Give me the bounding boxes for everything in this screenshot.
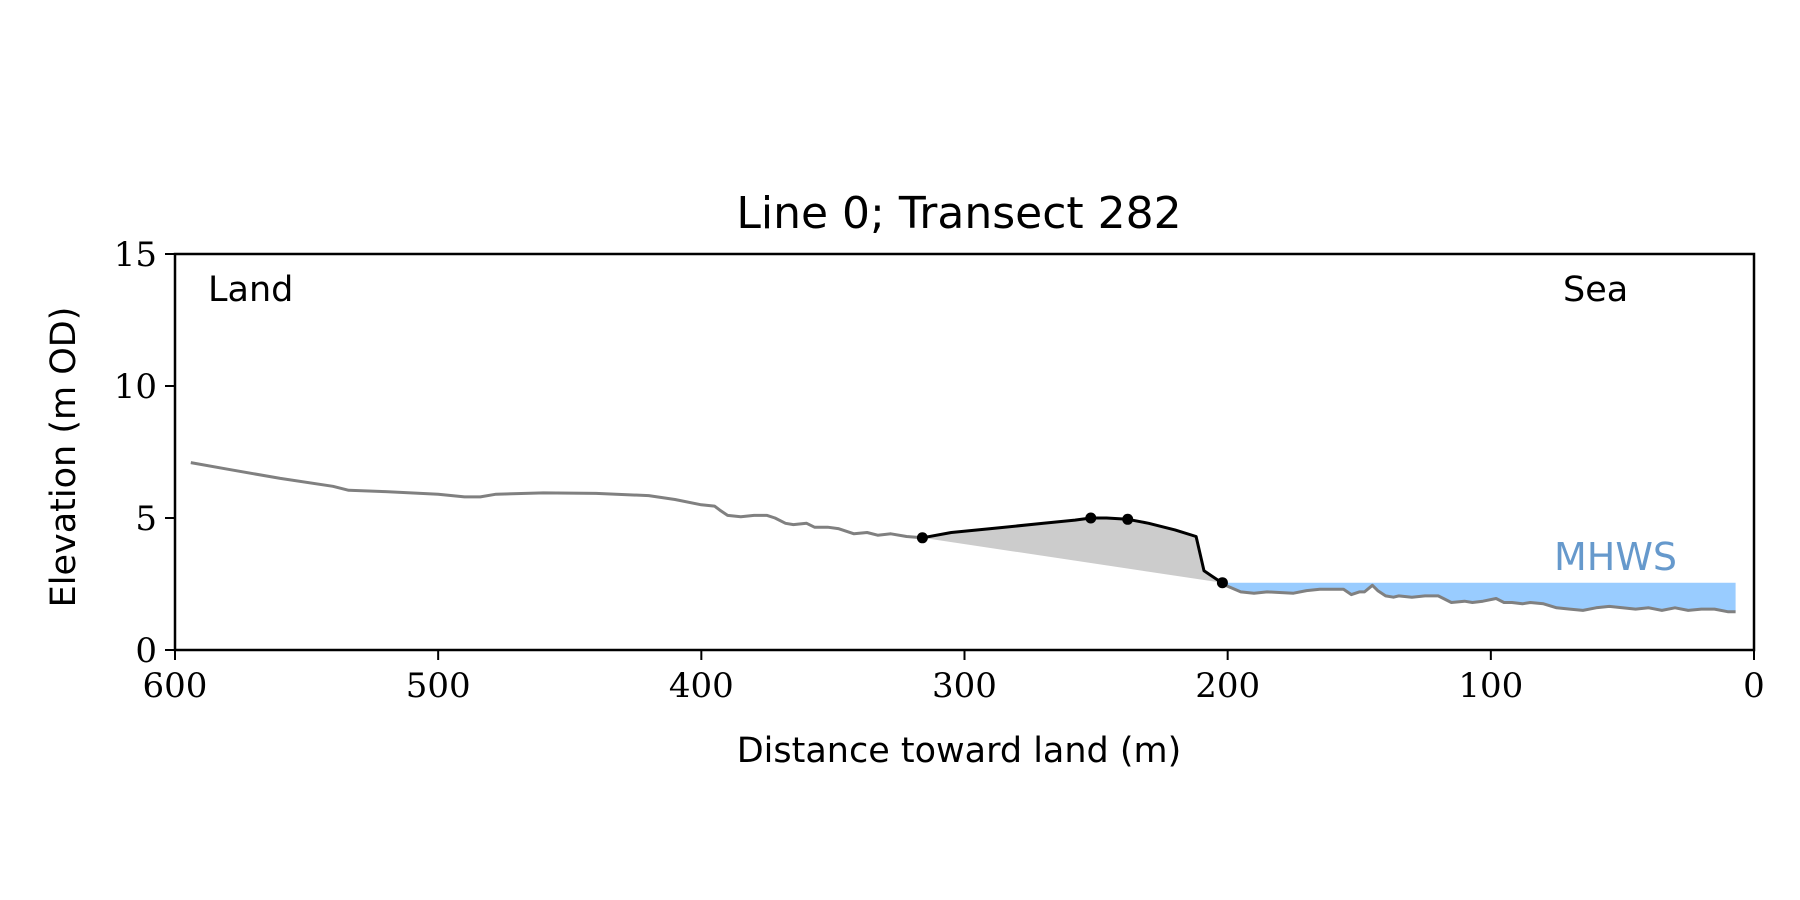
x-tick-label-100: 100 bbox=[1458, 666, 1523, 706]
y-tick-label-10: 10 bbox=[114, 367, 157, 407]
plot-layer bbox=[190, 461, 1736, 614]
mhws-annotation: MHWS bbox=[1554, 535, 1677, 579]
x-tick-label-0: 0 bbox=[1743, 666, 1765, 706]
nearshore-profile-line bbox=[1221, 582, 1736, 614]
x-tick-label-400: 400 bbox=[669, 666, 734, 706]
axes-layer: 600 500 400 300 200 100 0 0 5 10 15 bbox=[114, 235, 1765, 706]
dune-marker-3 bbox=[1216, 577, 1228, 589]
dune-marker-2 bbox=[1122, 513, 1134, 525]
dune-volume-fill bbox=[922, 518, 1223, 583]
dune-marker-0 bbox=[916, 532, 928, 544]
chart-title: Line 0; Transect 282 bbox=[736, 188, 1181, 239]
y-tick-label-0: 0 bbox=[135, 631, 157, 671]
mhws-water-fill bbox=[1222, 582, 1736, 612]
x-tick-label-300: 300 bbox=[932, 666, 997, 706]
sea-annotation: Sea bbox=[1563, 270, 1628, 310]
x-tick-label-600: 600 bbox=[143, 666, 208, 706]
x-tick-label-200: 200 bbox=[1195, 666, 1260, 706]
dune-marker-1 bbox=[1085, 512, 1097, 524]
land-profile-line bbox=[190, 461, 923, 540]
x-axis-label: Distance toward land (m) bbox=[737, 731, 1182, 771]
land-annotation: Land bbox=[208, 270, 293, 310]
y-tick-label-15: 15 bbox=[114, 235, 157, 275]
y-axis-label: Elevation (m OD) bbox=[44, 307, 84, 608]
x-tick-label-500: 500 bbox=[406, 666, 471, 706]
y-tick-label-5: 5 bbox=[135, 499, 157, 539]
